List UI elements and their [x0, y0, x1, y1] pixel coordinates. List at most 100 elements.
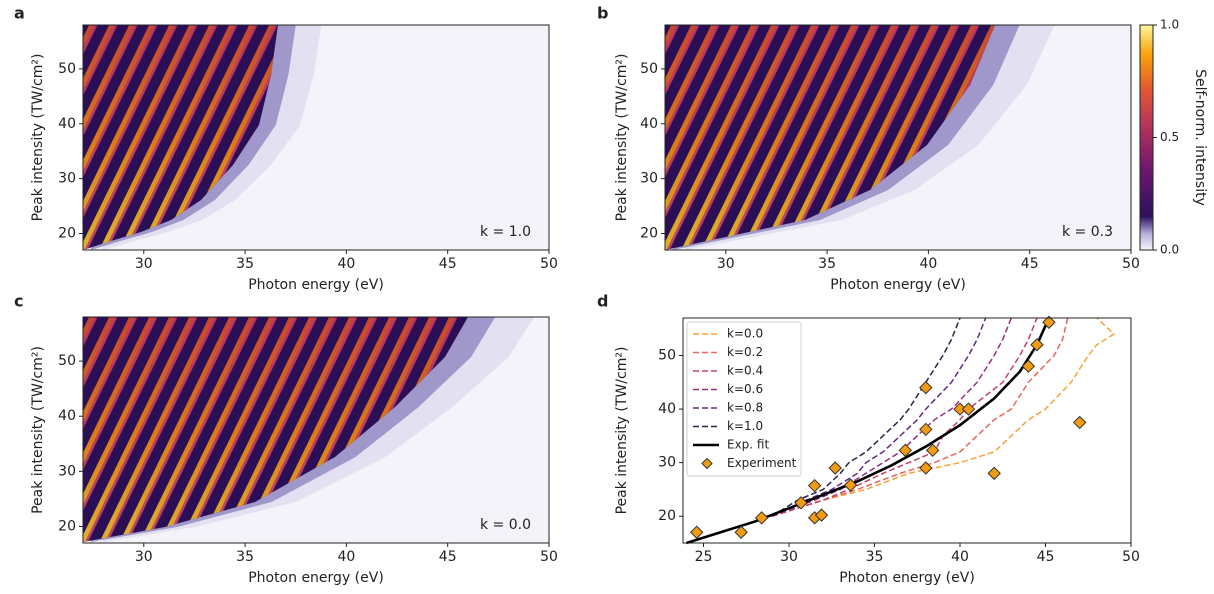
- x-axis-label: Photon energy (eV): [839, 570, 975, 586]
- fringe-core: [104, 317, 218, 542]
- experiment-point: [925, 443, 940, 458]
- y-tick-label: 20: [58, 226, 76, 242]
- experiment-point: [828, 461, 842, 475]
- colorbar: [1139, 24, 1154, 251]
- fringe-core: [665, 25, 740, 250]
- experiment-point: [919, 380, 933, 395]
- fringe-core: [766, 25, 880, 250]
- fringe-core: [144, 25, 258, 250]
- fringe-core: [726, 25, 840, 250]
- fringe-core: [548, 25, 658, 250]
- fringe: [83, 25, 117, 250]
- experiment-point: [961, 402, 976, 416]
- fringe-core: [104, 25, 218, 250]
- x-tick-label: 40: [337, 549, 355, 565]
- fringe: [83, 317, 97, 542]
- x-tick-label: 35: [236, 256, 254, 272]
- fringe-core: [0, 317, 56, 543]
- fringe-core: [83, 317, 158, 542]
- plot-frame: [82, 24, 550, 251]
- fringe: [83, 317, 157, 542]
- fringe-core: [144, 317, 258, 542]
- fringe: [681, 25, 799, 250]
- panel-letter: c: [14, 292, 23, 311]
- x-tick-label: 30: [780, 549, 798, 565]
- legend-label: Experiment: [727, 456, 797, 470]
- y-tick-label: 40: [58, 116, 76, 132]
- y-tick-label: 50: [640, 61, 658, 77]
- y-tick-label: 20: [640, 226, 658, 242]
- y-axis-label: Peak intensity (TW/cm²): [30, 346, 46, 514]
- x-tick-label: 50: [1122, 549, 1140, 565]
- y-axis-label: Peak intensity (TW/cm²): [614, 347, 630, 515]
- y-tick-label: 40: [640, 116, 658, 132]
- legend-label: k=0.6: [727, 382, 763, 396]
- fringe: [721, 25, 839, 250]
- experiment-point: [987, 466, 1001, 481]
- x-tick-label: 40: [951, 549, 969, 565]
- fringe: [83, 25, 197, 250]
- x-axis-label: Photon energy (eV): [830, 277, 966, 293]
- fringe-core: [83, 25, 158, 250]
- x-tick-label: 45: [1037, 549, 1055, 565]
- fringe-core: [83, 25, 118, 250]
- fringe-core: [83, 317, 98, 542]
- x-tick-label: 40: [337, 256, 355, 272]
- plot-frame: [82, 316, 550, 544]
- fringe-core: [124, 317, 238, 542]
- fringe: [665, 25, 739, 250]
- x-tick-label: 50: [1122, 256, 1140, 272]
- y-tick-label: 40: [58, 408, 76, 424]
- x-axis-label: Photon energy (eV): [248, 570, 384, 586]
- fringe: [83, 317, 177, 542]
- experiment-point: [843, 478, 858, 492]
- fringe: [159, 317, 277, 542]
- fringe: [0, 317, 33, 543]
- fringe: [83, 317, 117, 542]
- annotation: k = 0.3: [1062, 224, 1113, 240]
- x-tick-label: 50: [540, 256, 558, 272]
- fringe: [665, 25, 759, 250]
- fringe-core: [0, 25, 56, 250]
- legend-label: k=0.0: [727, 327, 763, 341]
- annotation: k = 0.0: [480, 517, 531, 533]
- fringe: [83, 25, 157, 250]
- fringe: [781, 25, 899, 250]
- legend-label: k=0.2: [727, 345, 763, 359]
- fringe-core: [665, 25, 760, 250]
- legend-label: Exp. fit: [727, 438, 769, 452]
- experiment-point: [794, 496, 808, 510]
- series-line: [686, 317, 1051, 545]
- x-tick-label: 25: [695, 549, 713, 565]
- fringe: [139, 25, 257, 250]
- experiment-point: [734, 525, 748, 539]
- fringe: [545, 25, 655, 250]
- series-line: [771, 317, 987, 517]
- legend-label: k=0.8: [727, 401, 763, 415]
- legend-marker: [701, 457, 713, 470]
- fringe-core: [83, 317, 118, 542]
- fringe-core: [124, 25, 238, 250]
- colorbar-tick-label: 0.5: [1160, 130, 1179, 144]
- experiment-point: [919, 422, 933, 437]
- fringe-core: [0, 25, 16, 250]
- fringe: [119, 317, 237, 542]
- y-tick-label: 20: [658, 508, 676, 524]
- colorbar-label: Self-norm. intensity: [1192, 69, 1208, 206]
- fringe-core: [184, 317, 298, 542]
- panel-letter: a: [14, 4, 25, 23]
- heatmap: [0, 25, 322, 250]
- y-tick-label: 30: [58, 171, 76, 187]
- fringe-core: [83, 317, 178, 542]
- x-tick-label: 45: [439, 256, 457, 272]
- x-tick-label: 30: [717, 256, 735, 272]
- fringe: [665, 25, 699, 250]
- experiment-point: [898, 443, 912, 458]
- fringe: [83, 25, 177, 250]
- y-tick-label: 30: [58, 463, 76, 479]
- x-tick-label: 45: [439, 549, 457, 565]
- x-tick-label: 45: [1021, 256, 1039, 272]
- fringe-core: [84, 25, 198, 250]
- series-line: [771, 317, 961, 517]
